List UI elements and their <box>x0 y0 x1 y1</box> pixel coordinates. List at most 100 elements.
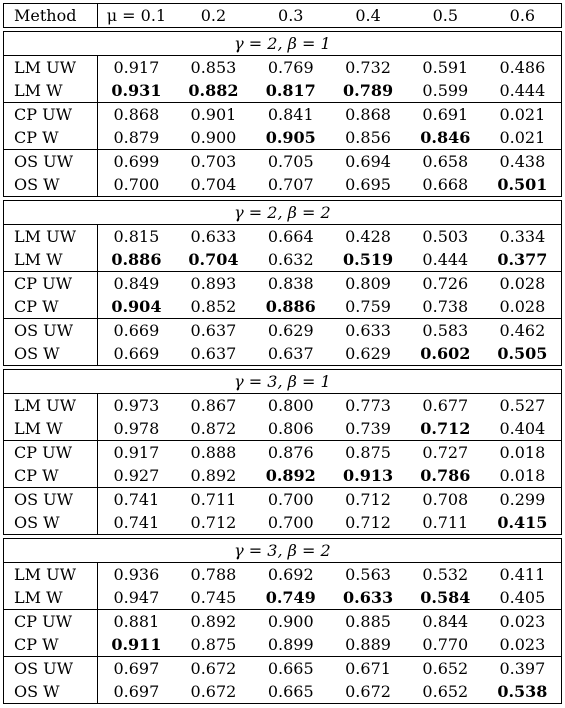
value-cell: 0.838 <box>252 271 330 295</box>
value-cell: 0.881 <box>97 609 175 633</box>
method-cell: CP UW <box>3 440 98 464</box>
value-cell: 0.892 <box>265 466 316 485</box>
method-cell: OS UW <box>3 487 98 511</box>
value-cell: 0.672 <box>329 680 407 704</box>
method-cell: LM UW <box>3 224 98 248</box>
method-cell: OS W <box>3 173 98 197</box>
value-cell: 0.844 <box>406 609 484 633</box>
method-cell: LM W <box>3 79 98 103</box>
value-cell: 0.699 <box>97 149 175 173</box>
value-cell: 0.846 <box>420 128 471 147</box>
method-cell: LM W <box>3 417 98 441</box>
value-cell: 0.852 <box>190 297 237 316</box>
value-cell: 0.637 <box>174 318 253 342</box>
value-cell: 0.028 <box>483 271 562 295</box>
value-cell: 0.462 <box>483 318 562 342</box>
method-cell: CP W <box>3 126 98 150</box>
table-body: γ = 2, β = 1 LM UW 0.917 0.853 0.769 0.732 0.5… <box>3 28 562 704</box>
table-row: OS UW 0.699 0.703 0.705 0.694 0.658 0.438 <box>3 149 562 173</box>
value-cell: 0.899 <box>267 635 314 654</box>
value-cell: 0.018 <box>483 464 562 488</box>
value-cell: 0.599 <box>422 81 469 100</box>
table-row: OS UW 0.669 0.637 0.629 0.633 0.583 0.462 <box>3 318 562 342</box>
value-cell: 0.817 <box>265 81 316 100</box>
value-cell: 0.712 <box>329 511 407 535</box>
method-cell: OS W <box>3 342 98 366</box>
value-cell: 0.703 <box>174 149 253 173</box>
table-row: LM W 0.931 0.882 0.817 0.789 0.599 0.444 <box>3 79 562 103</box>
value-cell: 0.377 <box>483 248 562 272</box>
value-cell: 0.527 <box>483 393 562 417</box>
value-cell: 0.563 <box>345 565 391 584</box>
value-cell: 0.815 <box>113 227 160 246</box>
value-cell: 0.885 <box>329 609 407 633</box>
method-cell: OS UW <box>3 149 98 173</box>
value-cell: 0.853 <box>190 58 237 77</box>
method-cell: CP W <box>3 295 98 319</box>
value-cell: 0.904 <box>111 297 162 316</box>
value-cell: 0.727 <box>406 440 484 464</box>
value-cell: 0.299 <box>483 487 562 511</box>
header-col-1: μ = 0.1 <box>97 3 175 28</box>
value-cell: 0.888 <box>174 440 253 464</box>
value-cell: 0.705 <box>252 149 330 173</box>
value-cell: 0.901 <box>174 102 253 126</box>
value-cell: 0.023 <box>483 609 562 633</box>
value-cell: 0.876 <box>252 440 330 464</box>
table-row: LM W 0.947 0.745 0.749 0.633 0.584 0.405 <box>3 586 562 610</box>
value-cell: 0.021 <box>483 102 562 126</box>
value-cell: 0.438 <box>483 149 562 173</box>
value-cell: 0.637 <box>174 342 253 366</box>
value-cell: 0.633 <box>342 588 394 607</box>
value-cell: 0.505 <box>483 342 562 366</box>
value-cell: 0.800 <box>267 396 314 415</box>
value-cell: 0.697 <box>97 656 175 680</box>
method-cell: OS W <box>3 680 98 704</box>
value-cell: 0.900 <box>190 128 237 147</box>
method-cell: LM UW <box>3 55 98 79</box>
value-cell: 0.947 <box>113 588 160 607</box>
table-row: LM W 0.978 0.872 0.806 0.739 0.712 0.404 <box>3 417 562 441</box>
value-cell: 0.700 <box>252 487 330 511</box>
method-cell: LM UW <box>3 562 98 586</box>
value-cell: 0.692 <box>267 565 314 584</box>
section-header-row: γ = 2, β = 1 <box>3 31 562 56</box>
section-title: γ = 3, β = 2 <box>3 538 562 563</box>
value-cell: 0.745 <box>190 588 237 607</box>
value-cell: 0.712 <box>174 511 253 535</box>
value-cell: 0.841 <box>252 102 330 126</box>
table-row: CP W 0.911 0.875 0.899 0.889 0.770 0.023 <box>3 633 562 657</box>
value-cell: 0.893 <box>174 271 253 295</box>
value-cell: 0.913 <box>342 466 394 485</box>
value-cell: 0.886 <box>265 297 316 316</box>
method-cell: LM W <box>3 586 98 610</box>
value-cell: 0.708 <box>406 487 484 511</box>
value-cell: 0.936 <box>113 565 160 584</box>
value-cell: 0.633 <box>329 318 407 342</box>
value-cell: 0.444 <box>422 250 469 269</box>
value-cell: 0.726 <box>406 271 484 295</box>
value-cell: 0.694 <box>329 149 407 173</box>
table-row: CP W 0.904 0.852 0.886 0.759 0.738 0.028 <box>3 295 562 319</box>
table-row: LM W 0.886 0.704 0.632 0.519 0.444 0.377 <box>3 248 562 272</box>
value-cell: 0.905 <box>265 128 316 147</box>
method-cell: OS W <box>3 511 98 535</box>
value-cell: 0.428 <box>345 227 391 246</box>
value-cell: 0.712 <box>329 487 407 511</box>
value-cell: 0.704 <box>174 173 253 197</box>
table-row: OS UW 0.741 0.711 0.700 0.712 0.708 0.299 <box>3 487 562 511</box>
value-cell: 0.872 <box>190 419 237 438</box>
value-cell: 0.769 <box>267 58 314 77</box>
section-title: γ = 2, β = 2 <box>3 200 562 225</box>
value-cell: 0.875 <box>190 635 237 654</box>
value-cell: 0.931 <box>111 81 162 100</box>
value-cell: 0.704 <box>188 250 239 269</box>
table-row: LM UW 0.973 0.867 0.800 0.773 0.677 0.527 <box>3 393 562 417</box>
value-cell: 0.868 <box>97 102 175 126</box>
method-cell: OS UW <box>3 656 98 680</box>
value-cell: 0.668 <box>406 173 484 197</box>
value-cell: 0.665 <box>252 656 330 680</box>
value-cell: 0.741 <box>97 511 175 535</box>
value-cell: 0.669 <box>97 342 175 366</box>
value-cell: 0.501 <box>483 173 562 197</box>
